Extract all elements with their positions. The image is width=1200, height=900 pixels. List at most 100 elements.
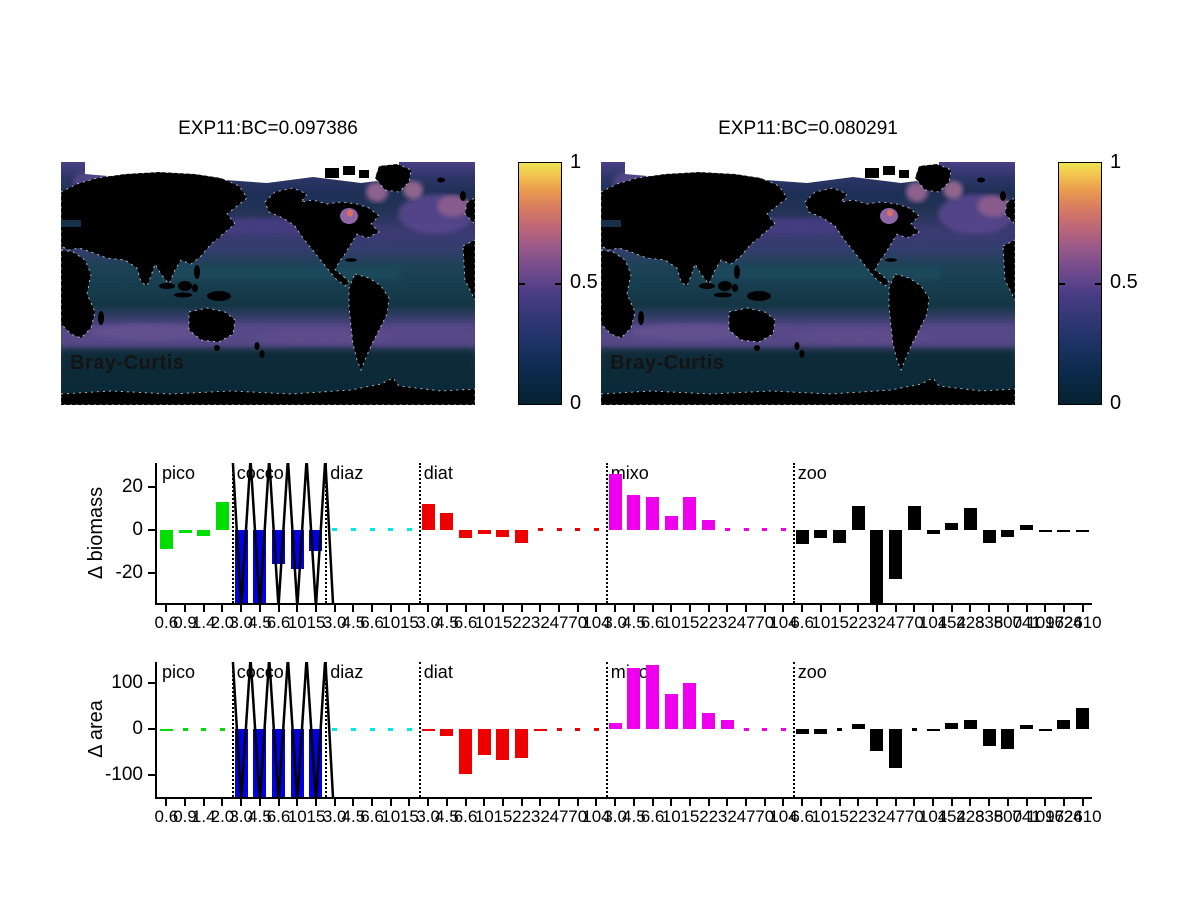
bar-diaz bbox=[350, 528, 356, 532]
x-tick-label: 4.5 bbox=[435, 807, 459, 826]
bar-zoo bbox=[911, 727, 917, 731]
bar-mixo bbox=[724, 528, 730, 532]
bar-zoo bbox=[926, 729, 940, 732]
x-tick-label: 4.5 bbox=[435, 613, 459, 632]
x-tick-label: 1097 bbox=[1026, 807, 1065, 826]
bar-zoo bbox=[1001, 729, 1015, 749]
bar-mixo bbox=[702, 712, 716, 730]
eurasia bbox=[61, 171, 248, 287]
x-tick bbox=[670, 605, 673, 612]
bar-mixo bbox=[780, 727, 786, 731]
y-tick-label: -20 bbox=[115, 561, 143, 583]
x-tick bbox=[801, 605, 804, 612]
x-tick-label: 6.6 bbox=[266, 613, 291, 632]
bar-diaz bbox=[332, 727, 338, 731]
bray-curtis-map-right: Bray-Curtis bbox=[601, 162, 1015, 405]
x-tick-label: 4.5 bbox=[248, 613, 272, 632]
x-tick bbox=[857, 605, 860, 612]
bar-diat bbox=[515, 729, 529, 758]
x-tick bbox=[913, 605, 916, 612]
x-tick-label: 47 bbox=[736, 807, 756, 826]
x-tick bbox=[988, 605, 991, 612]
bar-diat bbox=[593, 528, 599, 532]
x-tick bbox=[539, 605, 542, 612]
x-tick bbox=[745, 799, 748, 806]
map-watermark: Bray-Curtis bbox=[70, 352, 185, 374]
x-tick-label: 228 bbox=[956, 613, 985, 632]
x-tick-label: 10 bbox=[811, 807, 831, 826]
bar-mixo bbox=[683, 497, 697, 530]
bar-diat bbox=[515, 529, 529, 543]
bar-zoo bbox=[1001, 529, 1015, 538]
x-tick-label: 22 bbox=[699, 613, 719, 632]
antarctica bbox=[601, 377, 1015, 405]
x-tick bbox=[801, 799, 804, 806]
bar-zoo bbox=[982, 729, 996, 747]
x-tick bbox=[632, 605, 635, 612]
bar-mixo bbox=[608, 722, 622, 730]
bar-pico bbox=[201, 727, 207, 731]
x-tick bbox=[258, 605, 261, 612]
x-tick bbox=[1062, 605, 1065, 612]
bar-zoo bbox=[1038, 529, 1052, 532]
map-watermark: Bray-Curtis bbox=[610, 352, 725, 374]
x-tick-label: 741 bbox=[1012, 807, 1041, 826]
x-tick bbox=[520, 605, 523, 612]
x-tick-label: 1626 bbox=[1045, 613, 1083, 632]
australia bbox=[188, 307, 236, 343]
x-tick-label: 10 bbox=[811, 613, 831, 632]
bar-cocco bbox=[253, 729, 267, 797]
x-tick-label: 22 bbox=[848, 807, 868, 826]
bar-mixo bbox=[720, 719, 734, 730]
x-tick bbox=[520, 799, 523, 806]
x-tick-label: 70 bbox=[904, 807, 924, 826]
bar-cocco bbox=[253, 529, 267, 603]
bar-diaz bbox=[388, 727, 394, 731]
x-tick-label: 70 bbox=[755, 807, 775, 826]
x-tick bbox=[932, 799, 935, 806]
x-tick-label: 4.5 bbox=[341, 807, 366, 826]
x-tick-label: 1626 bbox=[1045, 807, 1083, 826]
group-label-diat: diat bbox=[423, 463, 453, 483]
x-tick-label: 0.6 bbox=[154, 807, 179, 826]
bar-diaz bbox=[406, 727, 412, 731]
x-tick bbox=[707, 799, 710, 806]
x-tick-label: 0.9 bbox=[173, 613, 197, 632]
bar-pico bbox=[159, 729, 173, 732]
x-tick-label: 15 bbox=[680, 807, 700, 826]
bar-diat bbox=[440, 729, 454, 736]
group-divider bbox=[231, 463, 234, 603]
x-tick-label: 3.0 bbox=[229, 613, 253, 632]
x-tick bbox=[389, 799, 392, 806]
bar-zoo bbox=[870, 529, 884, 603]
bar-zoo bbox=[926, 529, 940, 535]
bar-cocco bbox=[309, 529, 323, 552]
group-label-diaz: diaz bbox=[330, 463, 364, 483]
x-tick-label: 70 bbox=[904, 613, 924, 632]
x-tick-label: 15 bbox=[830, 807, 850, 826]
bar-zoo bbox=[870, 729, 884, 752]
x-tick-label: 22 bbox=[512, 807, 532, 826]
x-tick bbox=[1044, 799, 1047, 806]
world-map bbox=[61, 162, 475, 405]
x-tick bbox=[445, 799, 448, 806]
x-tick bbox=[707, 605, 710, 612]
x-tick-label: 104 bbox=[769, 807, 798, 826]
x-tick bbox=[670, 799, 673, 806]
group-divider bbox=[325, 662, 328, 797]
x-tick bbox=[165, 605, 168, 612]
bar-diat bbox=[556, 528, 562, 532]
x-tick-label: 2410 bbox=[1063, 807, 1102, 826]
x-tick-label: 6.6 bbox=[453, 613, 478, 632]
x-tick-label: 32 bbox=[530, 807, 550, 826]
bar-cocco bbox=[290, 529, 304, 569]
bar-diat bbox=[593, 727, 599, 731]
x-tick-label: 70 bbox=[568, 613, 588, 632]
x-tick-label: 32 bbox=[867, 613, 887, 632]
x-tick bbox=[333, 605, 336, 612]
bar-zoo bbox=[795, 729, 809, 734]
x-tick bbox=[969, 799, 972, 806]
x-tick-label: 15 bbox=[493, 807, 513, 826]
x-tick bbox=[277, 799, 280, 806]
